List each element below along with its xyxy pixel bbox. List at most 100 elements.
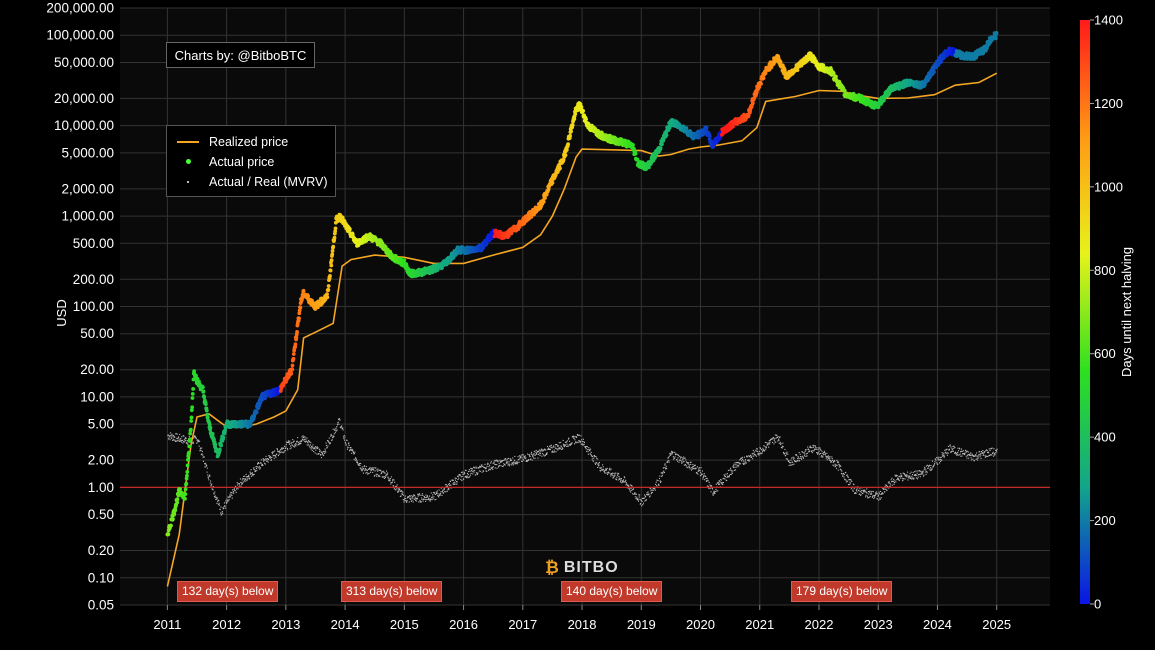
mvrv-point: [276, 447, 278, 450]
mvrv-point: [308, 440, 310, 443]
mvrv-point: [805, 449, 807, 451]
mvrv-point: [393, 487, 395, 489]
mvrv-point: [365, 465, 367, 468]
mvrv-point: [455, 481, 458, 483]
mvrv-point: [373, 467, 375, 469]
mvrv-point: [398, 490, 400, 492]
mvrv-point: [573, 437, 575, 439]
mvrv-point: [790, 464, 792, 466]
mvrv-point: [901, 477, 903, 479]
mvrv-point: [745, 462, 747, 464]
mvrv-point: [941, 454, 943, 456]
mvrv-point: [948, 448, 951, 450]
mvrv-point: [645, 495, 647, 497]
mvrv-point: [837, 469, 839, 471]
x-tick-label: 2022: [805, 617, 834, 632]
mvrv-point: [290, 447, 292, 449]
mvrv-point: [549, 445, 551, 447]
mvrv-point: [590, 454, 592, 456]
mvrv-point: [774, 441, 776, 443]
mvrv-point: [280, 449, 282, 451]
mvrv-point: [930, 469, 932, 471]
realized-price-series: [166, 72, 998, 587]
mvrv-point: [313, 447, 315, 449]
mvrv-point: [901, 475, 903, 477]
mvrv-point: [925, 469, 927, 471]
mvrv-point: [384, 476, 386, 478]
mvrv-point: [729, 473, 731, 476]
mvrv-point: [454, 479, 457, 481]
mvrv-point: [309, 444, 312, 446]
mvrv-point: [422, 494, 424, 497]
mvrv-point: [959, 453, 961, 455]
mvrv-point: [267, 457, 269, 460]
mvrv-point: [538, 453, 540, 455]
mvrv-point: [706, 485, 709, 487]
mvrv-point: [380, 472, 383, 474]
actual-price-point: [298, 305, 303, 310]
mvrv-point: [709, 484, 711, 486]
actual-price-point: [684, 126, 689, 130]
mvrv-point: [462, 473, 464, 475]
mvrv-point: [460, 478, 462, 481]
mvrv-point: [496, 467, 498, 469]
mvrv-point: [652, 487, 654, 490]
mvrv-point: [900, 473, 902, 475]
mvrv-point: [594, 455, 596, 458]
mvrv-point: [559, 448, 561, 450]
mvrv-point: [283, 445, 286, 447]
mvrv-point: [949, 445, 951, 447]
actual-price-point: [876, 105, 881, 109]
mvrv-point: [377, 468, 379, 470]
mvrv-point: [512, 462, 514, 464]
mvrv-point: [638, 494, 640, 496]
mvrv-point: [693, 468, 695, 470]
mvrv-point: [488, 466, 490, 468]
mvrv-point: [751, 455, 753, 457]
mvrv-point: [255, 466, 257, 468]
mvrv-point: [722, 481, 725, 484]
mvrv-point: [825, 456, 828, 458]
actual-price-point: [185, 470, 190, 474]
mvrv-point: [710, 485, 712, 487]
mvrv-point: [557, 449, 559, 451]
mvrv-point: [914, 475, 916, 477]
mvrv-point: [909, 477, 911, 480]
mvrv-point: [771, 441, 774, 443]
mvrv-point: [764, 441, 766, 444]
mvrv-point: [502, 465, 504, 467]
mvrv-point: [254, 470, 256, 472]
mvrv-point: [439, 493, 441, 495]
mvrv-point: [715, 488, 717, 491]
actual-price-point: [761, 76, 766, 81]
mvrv-point: [732, 466, 734, 468]
mvrv-point: [606, 472, 608, 474]
mvrv-point: [635, 497, 637, 500]
mvrv-point: [855, 492, 857, 494]
mvrv-point: [943, 456, 945, 458]
mvrv-point: [612, 477, 614, 479]
mvrv-point: [679, 457, 681, 459]
mvrv-point: [677, 454, 679, 456]
mvrv-point: [350, 449, 352, 451]
mvrv-point: [744, 459, 747, 461]
mvrv-point: [478, 467, 480, 469]
mvrv-point: [544, 448, 546, 451]
mvrv-point: [971, 454, 973, 456]
mvrv-point: [556, 445, 559, 447]
actual-price-point: [183, 496, 187, 501]
mvrv-point: [836, 464, 838, 466]
mvrv-point: [727, 469, 729, 471]
mvrv-point: [875, 493, 877, 496]
mvrv-point: [232, 492, 234, 494]
mvrv-point: [706, 477, 708, 479]
actual-price-point: [186, 457, 190, 462]
mvrv-point: [406, 500, 408, 502]
mvrv-point: [229, 493, 231, 495]
x-tick-label: 2024: [923, 617, 952, 632]
mvrv-point: [358, 463, 361, 465]
mvrv-point: [986, 449, 988, 451]
mvrv-point: [652, 489, 654, 491]
mvrv-point: [781, 447, 783, 449]
mvrv-point: [739, 463, 742, 465]
